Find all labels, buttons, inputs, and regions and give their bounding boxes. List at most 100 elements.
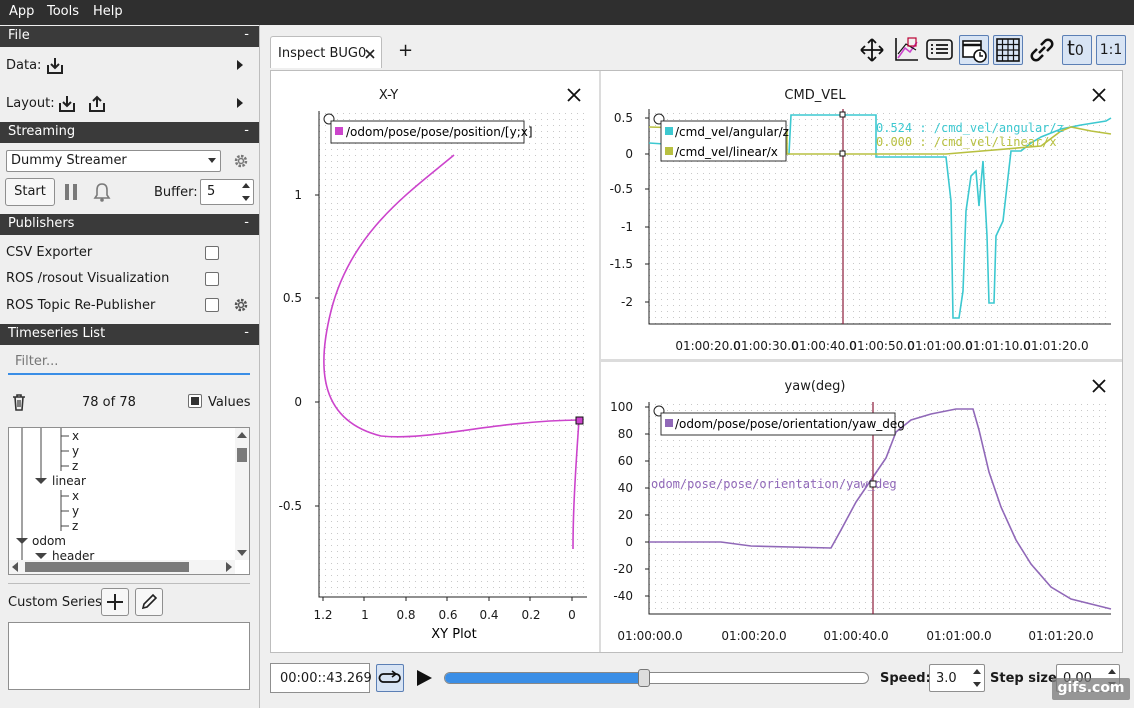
timeseries-header-label: Timeseries List [8,326,106,341]
x-tick: 1.2 [313,608,332,622]
y-tick: 20 [618,508,633,522]
start-button[interactable]: Start [5,178,55,206]
splitter-vertical[interactable] [599,71,601,652]
publisher-csv-checkbox[interactable] [205,246,219,260]
scroll-down-icon[interactable] [237,550,247,556]
collapse-icon[interactable]: - [244,215,249,230]
time-offset-button[interactable]: t0 [1062,35,1092,65]
x-tick: 01:00:50.0 [849,339,914,353]
linear-x-series [648,126,1112,155]
spin-down-icon[interactable] [973,682,981,687]
yaw-plot-pane[interactable]: yaw(deg) 100 80 60 40 20 0 -20 -40 01:00… [601,362,1122,652]
streaming-header-label: Streaming [8,124,76,139]
publisher-rosout-checkbox[interactable] [205,272,219,286]
tree-vertical-scrollbar[interactable] [235,428,249,560]
collapse-icon[interactable]: - [244,27,249,42]
timeline-slider[interactable] [444,669,869,687]
streamer-settings-gear-icon[interactable] [232,152,250,170]
x-tick: 01:00:40.0 [823,629,888,643]
menu-app[interactable]: App [9,4,35,19]
tree-item[interactable]: header [52,549,95,563]
trash-icon[interactable] [10,392,28,412]
speed-spinbox[interactable]: 3.0 [929,664,985,692]
load-layout-icon[interactable] [57,94,77,114]
series-count: 78 of 78 [82,395,136,410]
x-tick: 01:01:20.0 [1028,629,1093,643]
pause-icon[interactable] [63,182,79,202]
republisher-settings-gear-icon[interactable] [232,296,250,314]
add-tab-button[interactable]: + [398,40,414,61]
calendar-clock-button[interactable] [959,35,989,65]
xy-legend-box[interactable] [330,120,525,144]
tree-item[interactable]: z [72,459,79,473]
scroll-left-icon[interactable] [12,562,18,572]
loop-button[interactable] [376,664,404,692]
scroll-right-icon[interactable] [226,562,232,572]
cmd-vel-plot-pane[interactable]: CMD_VEL 0.5 0 -0.5 -1 -1.5 -2 01:00:20.0… [601,71,1122,359]
spin-down-icon[interactable] [242,196,250,201]
buffer-spinbox[interactable]: 5 [200,179,254,205]
chevron-down-icon [208,158,216,163]
y-tick: -2 [621,295,633,309]
spin-up-icon[interactable] [242,183,250,188]
time-display[interactable]: 00:00::43.269 [270,663,372,693]
filter-input[interactable] [8,349,250,375]
collapse-icon[interactable]: - [244,123,249,138]
values-checkbox[interactable] [188,394,202,408]
collapse-icon[interactable]: - [244,325,249,340]
publisher-republisher-checkbox[interactable] [205,298,219,312]
close-tab-icon[interactable] [364,48,376,60]
tree-item[interactable]: z [72,519,79,533]
tree-item[interactable]: x [72,489,80,503]
cmd-vel-legend-box[interactable] [660,120,787,162]
chart-style-icon[interactable] [892,36,920,64]
edit-custom-series-button[interactable] [135,588,163,616]
buffer-value: 5 [207,184,216,199]
splitter-horizontal[interactable] [601,359,1122,362]
link-icon[interactable] [1028,37,1056,63]
y-tick: -0.5 [279,499,302,513]
add-custom-series-button[interactable] [101,588,129,616]
grid-button[interactable] [993,35,1023,65]
play-icon[interactable] [414,668,434,688]
scroll-thumb[interactable] [25,562,189,572]
timeseries-tree[interactable]: x y z linear x y z odom header [8,427,250,575]
ratio-button[interactable]: 1:1 [1096,35,1126,65]
save-layout-icon[interactable] [87,94,107,114]
custom-series-list[interactable] [8,622,250,690]
tree-item[interactable]: y [72,504,80,518]
list-icon[interactable] [926,38,954,62]
tree-horizontal-scrollbar[interactable] [9,560,235,574]
yaw-readout: odom/pose/pose/orientation/yaw_deg [651,477,897,491]
scroll-thumb[interactable] [237,448,247,462]
close-plot-icon[interactable] [1092,379,1106,393]
y-tick: 40 [618,481,633,495]
import-data-icon[interactable] [45,56,65,76]
layout-menu-arrow-icon[interactable] [237,98,243,108]
close-plot-icon[interactable] [567,88,581,102]
yaw-legend-box[interactable] [660,412,896,436]
time-offset-icon: t [1067,36,1075,60]
x-tick: 01:01:00.0 [926,629,991,643]
timeline-slider-handle[interactable] [637,669,650,687]
close-plot-icon[interactable] [1092,88,1106,102]
file-section-header[interactable]: File - [0,26,259,47]
menu-help[interactable]: Help [93,4,123,19]
xy-plot-pane[interactable]: X-Y 1.2 1 0.8 0.6 0.4 0.2 0 1 0.5 0 -0.5… [271,71,599,652]
scroll-up-icon[interactable] [237,432,247,438]
publishers-section-header[interactable]: Publishers - [0,214,259,235]
tree-item[interactable]: linear [52,474,86,488]
spin-up-icon[interactable] [973,669,981,674]
tree-item[interactable]: x [72,429,80,443]
streaming-section-header[interactable]: Streaming - [0,122,259,143]
streamer-select[interactable]: Dummy Streamer [6,150,221,172]
spin-up-icon[interactable] [1108,669,1116,674]
data-menu-arrow-icon[interactable] [237,60,243,70]
tree-item[interactable]: y [72,444,80,458]
menu-tools[interactable]: Tools [47,4,80,19]
timeseries-section-header[interactable]: Timeseries List - [0,324,259,345]
move-icon[interactable] [859,37,885,63]
tab-inspect-bug0[interactable]: Inspect BUG0 [270,36,382,68]
tree-item[interactable]: odom [32,534,66,548]
bell-icon[interactable] [92,181,112,203]
